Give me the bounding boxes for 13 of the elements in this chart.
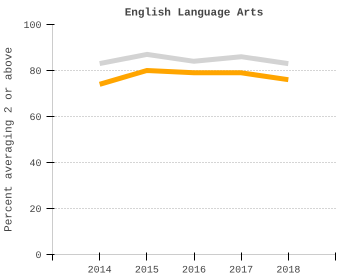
chart-title: English Language Arts [124, 8, 264, 20]
y-tick-label: 20 [30, 205, 42, 216]
x-tick-label: 2017 [229, 266, 254, 275]
x-tick-label: 2015 [134, 266, 159, 275]
y-tick-label: 80 [30, 67, 42, 78]
y-tick-label: 100 [23, 21, 42, 32]
y-tick-label: 0 [36, 251, 42, 262]
y-tick-label: 60 [30, 113, 42, 124]
x-tick-label: 2018 [276, 266, 300, 275]
y-axis-title: Percent averaging 2 or above [3, 47, 16, 232]
x-tick-label: 2014 [88, 266, 112, 275]
x-tick-label: 2016 [182, 266, 206, 275]
y-tick-label: 40 [30, 159, 42, 170]
